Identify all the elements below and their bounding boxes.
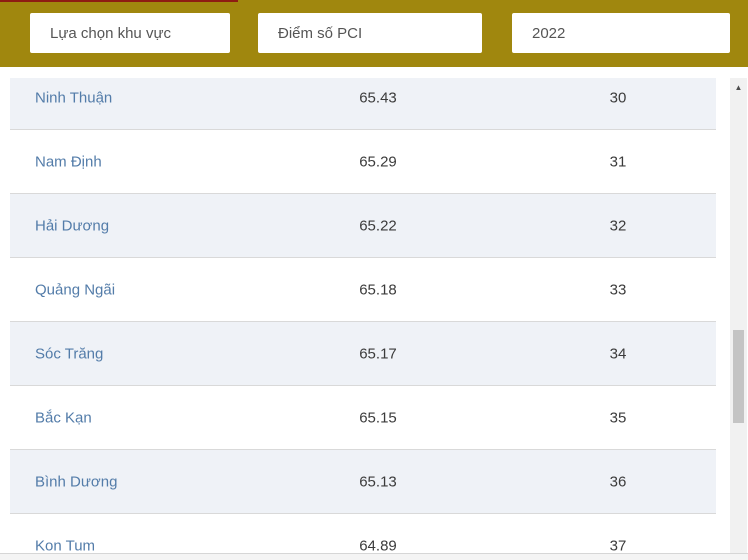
province-link[interactable]: Ninh Thuận [35, 89, 113, 106]
table-row: Nam Định 65.29 31 [10, 130, 716, 194]
province-link[interactable]: Quảng Ngãi [35, 281, 116, 298]
region-filter-label: Lựa chọn khu vực [50, 24, 171, 42]
pci-score-value: 65.15 [359, 409, 397, 426]
rank-value: 31 [609, 153, 627, 170]
region-filter-select[interactable]: Lựa chọn khu vực [30, 13, 230, 53]
filter-bar: Lựa chọn khu vực Điểm số PCI 2022 [0, 0, 748, 67]
pci-score-value: 65.13 [359, 473, 397, 490]
pci-score-value: 65.17 [359, 345, 397, 362]
table-row: Bình Dương 65.13 36 [10, 450, 716, 514]
pci-score-value: 65.18 [359, 281, 397, 298]
table-row: Kon Tum 64.89 37 [10, 514, 716, 553]
vertical-scrollbar[interactable]: ▲ [730, 78, 747, 560]
pci-score-value: 65.29 [359, 153, 397, 170]
top-accent-line [0, 0, 238, 2]
table-row: Ninh Thuận 65.43 30 [10, 78, 716, 130]
metric-filter-label: Điểm số PCI [278, 24, 363, 42]
province-link[interactable]: Bắc Kạn [35, 409, 92, 426]
rank-value: 35 [609, 409, 627, 426]
province-link[interactable]: Bình Dương [35, 473, 118, 490]
rank-value: 36 [609, 473, 627, 490]
rank-value: 37 [609, 537, 627, 553]
province-link[interactable]: Hải Dương [35, 217, 110, 234]
ranking-table: Ninh Thuận 65.43 30 Nam Định 65.29 31 Hả… [0, 78, 730, 553]
year-filter-value: 2022 [532, 24, 566, 42]
province-link[interactable]: Kon Tum [35, 537, 96, 553]
rank-value: 34 [609, 345, 627, 362]
pci-score-value: 65.22 [359, 217, 397, 234]
table-row: Sóc Trăng 65.17 34 [10, 322, 716, 386]
province-link[interactable]: Nam Định [35, 153, 102, 170]
table-row: Bắc Kạn 65.15 35 [10, 386, 716, 450]
horizontal-scrollbar-strip[interactable] [0, 553, 748, 560]
scroll-up-arrow-icon[interactable]: ▲ [734, 83, 743, 92]
rank-value: 32 [609, 217, 627, 234]
rank-value: 30 [609, 89, 627, 106]
rank-value: 33 [609, 281, 627, 298]
pci-score-value: 64.89 [359, 537, 397, 553]
year-filter-select[interactable]: 2022 [512, 13, 730, 53]
table-row: Hải Dương 65.22 32 [10, 194, 716, 258]
scrollbar-thumb[interactable] [733, 330, 744, 423]
pci-score-value: 65.43 [359, 89, 397, 106]
province-link[interactable]: Sóc Trăng [35, 345, 104, 362]
ranking-table-rows: Ninh Thuận 65.43 30 Nam Định 65.29 31 Hả… [0, 78, 730, 553]
metric-filter-select[interactable]: Điểm số PCI [258, 13, 482, 53]
table-row: Quảng Ngãi 65.18 33 [10, 258, 716, 322]
